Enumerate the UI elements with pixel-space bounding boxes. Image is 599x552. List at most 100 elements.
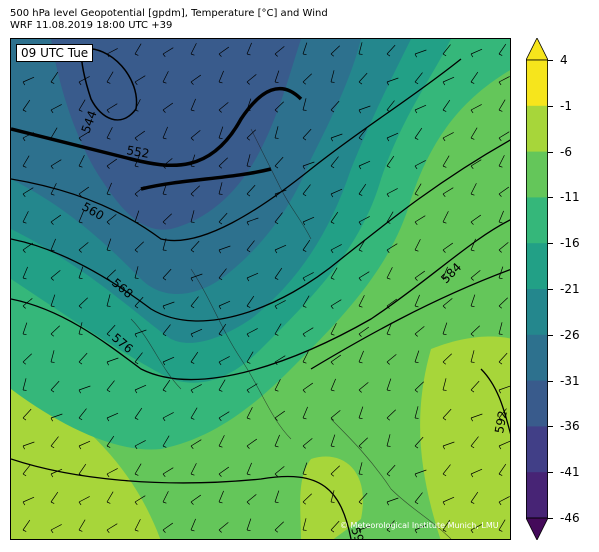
wind-barb	[274, 70, 280, 84]
wind-barb	[22, 155, 30, 168]
wind-barb	[246, 328, 258, 338]
wind-barb	[302, 327, 314, 338]
wind-barb	[22, 76, 35, 86]
wind-barb	[442, 519, 451, 532]
wind-barb	[442, 187, 454, 198]
wind-barb	[498, 43, 507, 56]
wind-barb	[162, 158, 173, 169]
wind-barb	[358, 406, 364, 420]
wind-barb	[134, 266, 139, 279]
wind-barb	[470, 71, 479, 84]
wind-barb	[78, 210, 84, 224]
wind-barb	[330, 267, 338, 280]
wind-barb	[414, 104, 427, 114]
wind-barb	[302, 73, 312, 85]
wind-barb	[274, 212, 283, 225]
wind-barb	[414, 215, 426, 226]
wind-barb	[274, 355, 286, 366]
wind-barb	[302, 351, 309, 364]
wind-barb	[162, 102, 174, 113]
wind-barb	[106, 435, 115, 448]
wind-barb	[302, 161, 315, 170]
wind-barb	[134, 519, 141, 532]
wind-barb	[162, 467, 174, 478]
wind-barb	[470, 325, 480, 337]
wind-barb	[302, 518, 307, 531]
colorbar-tick	[548, 105, 553, 107]
wind-barb	[470, 127, 478, 140]
wind-barb	[498, 408, 507, 421]
wind-barb	[78, 76, 90, 86]
wind-barb	[274, 156, 284, 169]
wind-barb	[414, 270, 426, 281]
wind-barb	[274, 323, 282, 336]
wind-barb	[358, 105, 371, 114]
wind-barb	[106, 71, 114, 84]
wind-barb	[358, 326, 370, 337]
wind-barb	[22, 132, 34, 142]
wind-barb	[246, 240, 255, 253]
wind-barb	[190, 439, 202, 450]
contour-584	[310, 269, 510, 370]
wind-barb	[218, 245, 231, 254]
wind-barb	[190, 185, 200, 197]
wind-barb	[78, 519, 86, 532]
wind-barb	[78, 352, 88, 365]
wind-barb	[470, 48, 483, 58]
wind-barb	[442, 155, 450, 168]
wind-barb	[22, 519, 31, 532]
wind-barb	[218, 102, 229, 113]
colorbar-tick-label: -16	[560, 236, 580, 251]
wind-barb	[414, 350, 420, 364]
wind-barb	[246, 494, 257, 505]
wind-barb	[106, 127, 113, 140]
wind-barb	[190, 384, 202, 394]
wind-barb	[330, 211, 339, 224]
colorbar-tick	[548, 243, 553, 245]
wind-barb	[442, 441, 455, 450]
wind-barb	[274, 126, 279, 139]
wind-barb	[498, 99, 506, 112]
contour-592-east	[480, 368, 510, 435]
wind-barb	[498, 440, 510, 450]
colorbar-tick-label: -46	[560, 511, 580, 525]
wind-barb	[22, 322, 28, 336]
wind-barb	[50, 71, 59, 84]
wind-barb	[134, 154, 140, 168]
wind-barb	[50, 524, 62, 534]
wind-barb	[22, 441, 35, 450]
wind-barb	[78, 186, 90, 197]
wind-barb	[414, 183, 422, 196]
wind-barb	[50, 294, 56, 308]
wind-barb	[386, 520, 395, 533]
wind-barb	[274, 46, 285, 57]
wind-barb	[386, 298, 398, 309]
wind-barb	[134, 75, 146, 86]
wind-barb	[190, 494, 202, 505]
colorbar-band	[526, 105, 548, 153]
wind-barb	[22, 266, 28, 280]
wind-barb	[442, 378, 447, 391]
wind-barb	[106, 523, 118, 534]
wind-barb	[218, 356, 230, 366]
wind-barb	[274, 410, 286, 421]
wind-barb	[498, 155, 505, 168]
wind-barb	[162, 213, 172, 225]
wind-barb	[162, 238, 167, 251]
wind-barb	[414, 294, 420, 308]
wind-barb	[302, 128, 312, 141]
wind-barb	[302, 438, 313, 449]
wind-barb	[106, 158, 118, 169]
wind-barb	[22, 99, 31, 112]
wind-barb	[498, 496, 510, 506]
wind-barb	[330, 378, 336, 392]
wind-barb	[498, 352, 508, 365]
wind-barb	[414, 524, 427, 534]
wind-barb	[134, 352, 143, 365]
wind-barb	[274, 101, 284, 113]
contour-552	[11, 87, 303, 167]
wind-barb	[442, 76, 455, 86]
wind-barb	[442, 211, 449, 224]
wind-barb	[470, 436, 479, 449]
wind-barb	[414, 492, 423, 505]
